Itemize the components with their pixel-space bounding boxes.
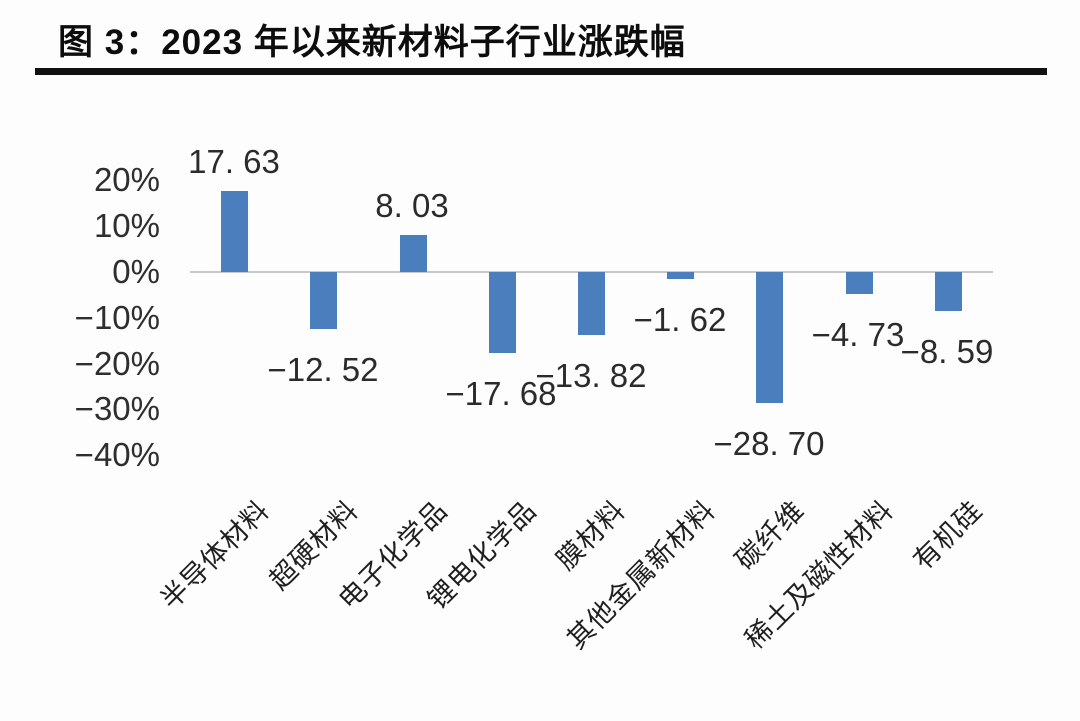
bar-value-label-6: −28. 70 xyxy=(713,425,825,462)
y-axis-tick-label: 0% xyxy=(112,253,160,290)
y-axis-tick-label: 20% xyxy=(93,161,160,199)
bar-4 xyxy=(578,272,605,335)
bar-value-label-2: 8. 03 xyxy=(375,187,449,224)
bar-6 xyxy=(756,272,783,403)
title-divider-rule xyxy=(35,68,1047,75)
bar-value-label-1: −12. 52 xyxy=(267,351,379,388)
bar-value-label-5: −1. 62 xyxy=(633,301,727,338)
bar-1 xyxy=(310,272,337,329)
y-axis-tick-label: −30% xyxy=(74,390,160,428)
category-label-0: 半导体材料 xyxy=(154,494,276,616)
bar-value-label-0: 17. 63 xyxy=(188,143,280,180)
figure-title: 图 3：2023 年以来新材料子行业涨跌幅 xyxy=(58,23,686,62)
y-axis-tick-label: −20% xyxy=(74,344,160,382)
y-axis-tick-label: 10% xyxy=(93,207,160,245)
bar-3 xyxy=(489,272,516,353)
bar-value-label-3: −17. 68 xyxy=(445,375,557,412)
bar-7 xyxy=(846,272,873,294)
bar-5 xyxy=(667,272,694,279)
bar-0 xyxy=(221,191,248,272)
category-label-8: 有机硅 xyxy=(907,494,989,576)
bar-2 xyxy=(400,235,427,272)
bar-8 xyxy=(935,272,962,311)
bar-value-label-7: −4. 73 xyxy=(811,316,905,353)
y-axis-tick-label: −10% xyxy=(74,298,160,336)
bar-value-label-8: −8. 59 xyxy=(900,333,994,370)
bar-value-label-4: −13. 82 xyxy=(535,357,647,394)
y-axis-tick-label: −40% xyxy=(74,436,160,474)
